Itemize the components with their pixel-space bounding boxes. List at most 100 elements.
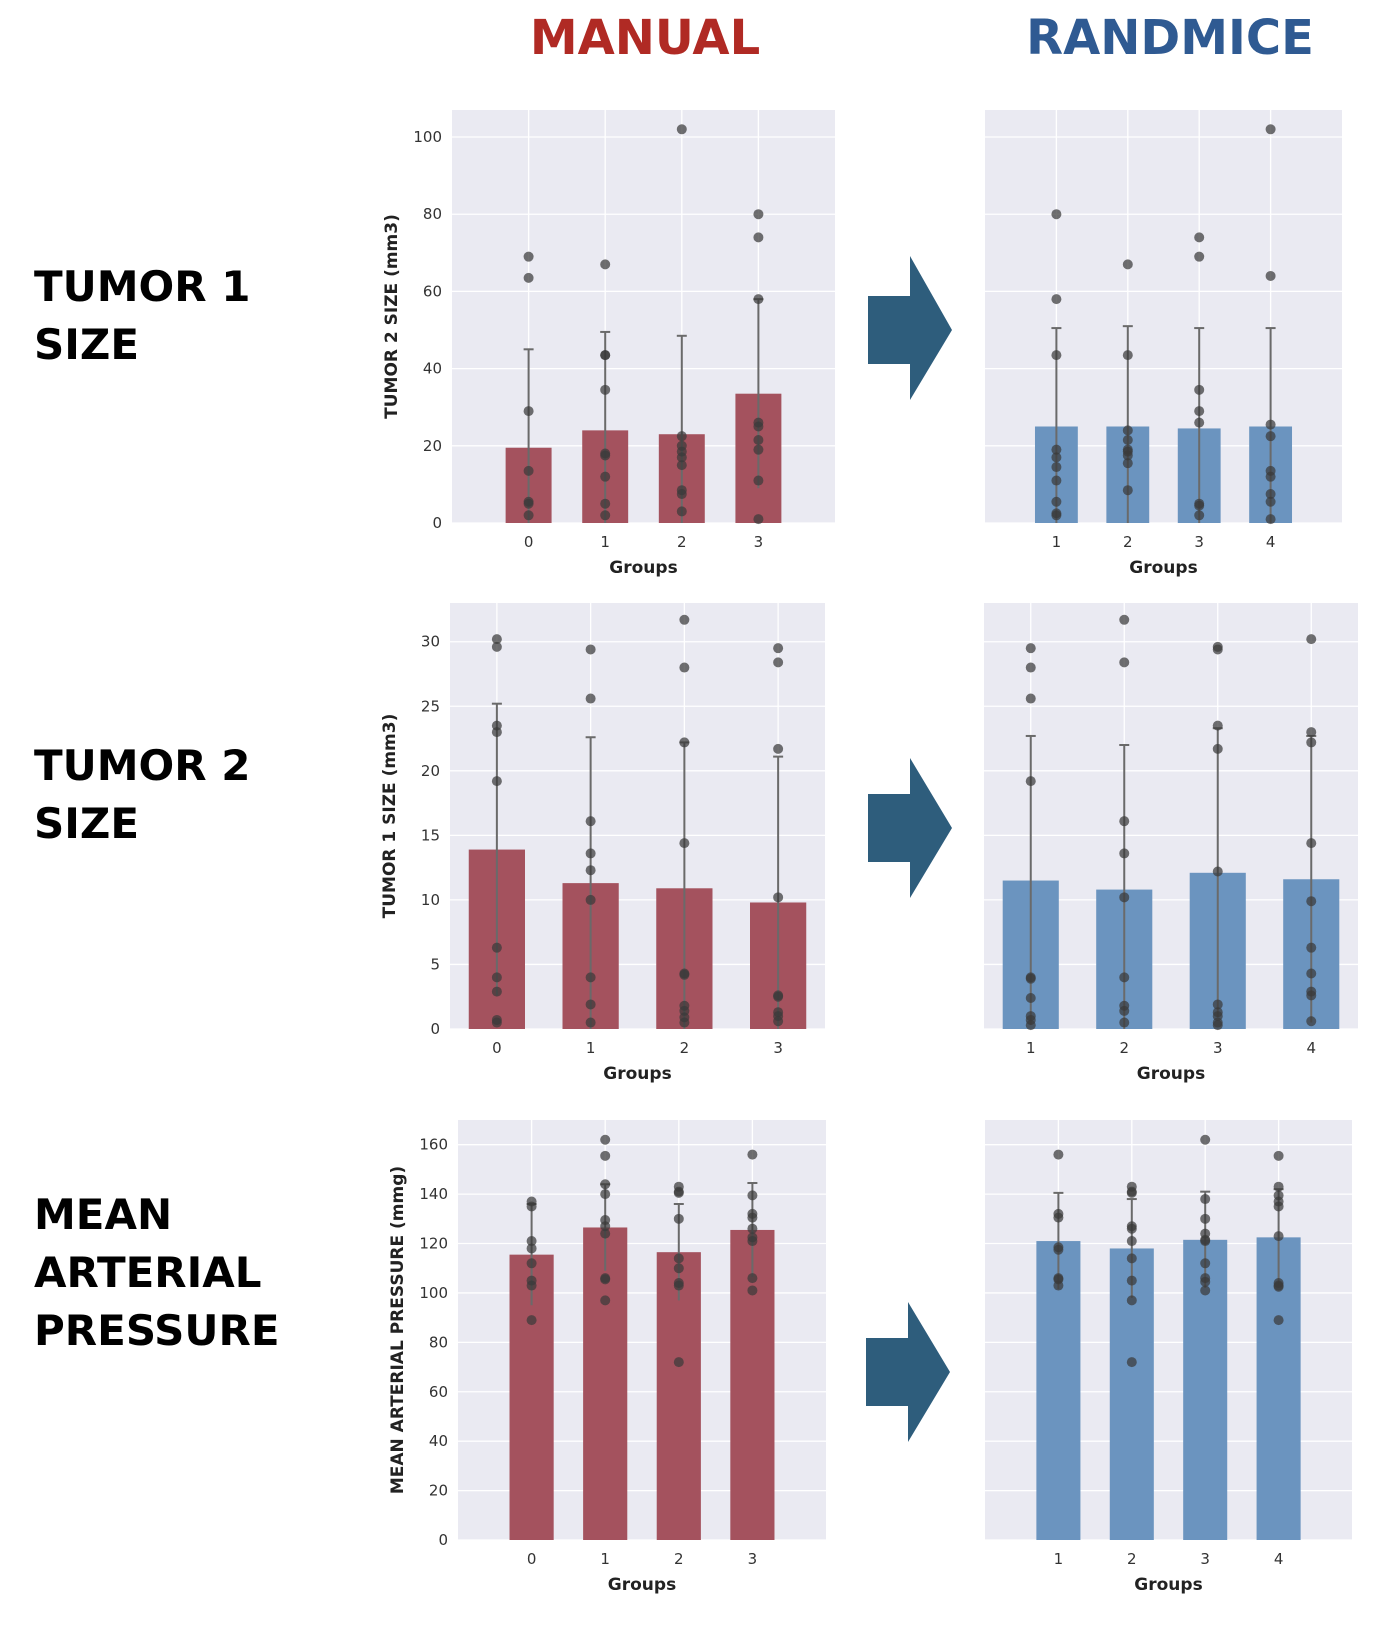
data-point	[1273, 1231, 1284, 1242]
data-point	[1194, 232, 1205, 243]
data-point	[673, 1280, 684, 1291]
arrow-row-3	[866, 1302, 950, 1442]
data-point	[1306, 737, 1317, 748]
data-point	[1053, 1149, 1064, 1160]
data-point	[491, 972, 502, 983]
data-point	[753, 444, 764, 455]
data-point	[600, 1295, 611, 1306]
y-tick-label: 30	[421, 633, 440, 651]
data-point	[679, 614, 690, 625]
data-point	[1265, 124, 1276, 135]
x-tick-label: 1	[586, 1039, 596, 1057]
row-label-line: PRESSURE	[34, 1306, 280, 1355]
x-tick-label: 1	[600, 533, 610, 551]
data-point	[676, 124, 687, 135]
data-point	[1051, 496, 1062, 507]
x-axis-title: Groups	[609, 558, 677, 578]
x-tick-label: 2	[1127, 1550, 1137, 1568]
x-tick-label: 0	[492, 1039, 502, 1057]
y-tick-label: 0	[430, 1020, 440, 1038]
y-tick-label: 15	[421, 826, 440, 844]
data-point	[747, 1149, 758, 1160]
y-tick-label: 40	[423, 360, 442, 378]
right-arrow-icon	[866, 1302, 950, 1442]
data-point	[526, 1315, 537, 1326]
x-axis-title: Groups	[1129, 558, 1197, 578]
y-axis-title: TUMOR 1 SIZE (mm3)	[380, 714, 400, 919]
data-point	[585, 644, 596, 655]
data-point	[526, 1243, 537, 1254]
row-label-line: SIZE	[34, 799, 140, 848]
y-tick-label: 80	[429, 1333, 448, 1351]
y-axis-title: TUMOR 2 SIZE (mm3)	[382, 214, 402, 419]
data-point	[1212, 720, 1223, 731]
data-point	[491, 942, 502, 953]
x-axis-title: Groups	[1134, 1575, 1202, 1595]
x-tick-label: 0	[524, 533, 534, 551]
data-point	[676, 460, 687, 471]
data-point	[1122, 435, 1133, 446]
data-point	[679, 662, 690, 673]
x-tick-label: 1	[1052, 533, 1062, 551]
data-point	[1126, 1275, 1137, 1286]
data-point	[526, 1201, 537, 1212]
data-point	[747, 1285, 758, 1296]
bar	[1036, 1241, 1081, 1540]
data-point	[753, 209, 764, 220]
data-point	[753, 475, 764, 486]
x-tick-label: 3	[754, 533, 764, 551]
data-point	[600, 1179, 611, 1190]
data-point	[491, 727, 502, 738]
data-point	[1265, 431, 1276, 442]
data-point	[1306, 896, 1317, 907]
data-point	[585, 848, 596, 859]
data-point	[1126, 1236, 1137, 1247]
y-tick-label: 0	[438, 1531, 448, 1549]
x-axis-title: Groups	[603, 1064, 671, 1084]
data-point	[1126, 1253, 1137, 1264]
data-point	[1051, 350, 1062, 361]
data-point	[1126, 1295, 1137, 1306]
y-tick-label: 60	[423, 282, 442, 300]
data-point	[1119, 657, 1130, 668]
data-point	[676, 489, 687, 500]
data-point	[1212, 644, 1223, 655]
x-tick-label: 4	[1306, 1039, 1316, 1057]
data-point	[491, 1017, 502, 1028]
data-point	[1194, 406, 1205, 417]
data-point	[1126, 1357, 1137, 1368]
y-tick-label: 60	[429, 1383, 448, 1401]
data-point	[1051, 462, 1062, 473]
data-point	[600, 1134, 611, 1145]
chart-panel-row3-manual: 0 20 40 60 80 100 120 140 160 0 1 2 3 Groups MEAN ARTE…	[388, 1120, 826, 1595]
data-point	[585, 999, 596, 1010]
chart-panel-row2-manual: 0 5 10 15 20 25 30 0 1 2 3 Groups TUMOR 1 SIZE (mm3)	[380, 603, 825, 1084]
x-tick-label: 3	[1194, 533, 1204, 551]
data-point	[1200, 1213, 1211, 1224]
data-point	[1273, 1201, 1284, 1212]
data-point	[1053, 1244, 1064, 1255]
y-tick-label: 10	[421, 891, 440, 909]
data-point	[679, 969, 690, 980]
chart-panel-row1-manual: 0 20 40 60 80 100 0 1 2 3 Groups TUMOR 2 SIZE (mm3)	[382, 110, 835, 578]
data-point	[1200, 1134, 1211, 1145]
data-point	[1212, 866, 1223, 877]
data-point	[600, 384, 611, 395]
data-point	[1194, 251, 1205, 262]
data-point	[1306, 727, 1317, 738]
chart-panel-row2-randmice: 1 2 3 4 Groups	[984, 603, 1358, 1084]
row-label-line: TUMOR 2	[34, 741, 251, 790]
data-point	[773, 657, 784, 668]
data-point	[679, 737, 690, 748]
data-point	[1119, 848, 1130, 859]
data-point	[1025, 643, 1036, 654]
data-point	[1025, 662, 1036, 673]
data-point	[1051, 452, 1062, 463]
row-label-mean-arterial-pressure: MEAN ARTERIAL PRESSURE	[34, 1186, 280, 1360]
data-point	[1122, 485, 1133, 496]
row-label-line: MEAN	[34, 1190, 173, 1239]
data-point	[600, 471, 611, 482]
data-point	[491, 641, 502, 652]
data-point	[1051, 475, 1062, 486]
